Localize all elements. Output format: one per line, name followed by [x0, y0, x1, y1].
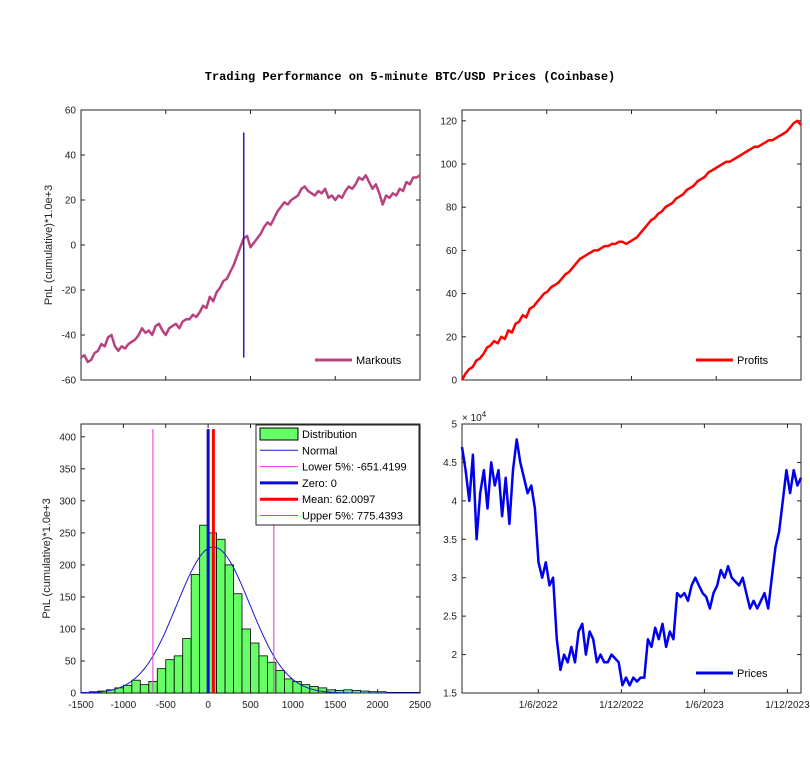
axes-box: [461, 109, 802, 381]
y-tick-label: 300: [59, 496, 76, 507]
histogram-bar: [165, 659, 175, 694]
y-tick-label: 80: [446, 203, 458, 214]
y-tick-label: 3: [451, 573, 457, 584]
y-tick-label: 4: [451, 496, 457, 507]
y-tick-label: 40: [446, 289, 458, 300]
x-tick-label: 1/6/2023: [685, 700, 724, 711]
x-tick-label: 1500: [324, 700, 347, 711]
histogram-bar: [233, 593, 243, 694]
histogram-bar: [139, 684, 150, 694]
axes-box: [461, 423, 802, 694]
y-tick-label: 4.5: [443, 458, 457, 469]
x-tick-label: 1/12/2022: [599, 700, 644, 711]
histogram-bar: [241, 628, 251, 694]
y-tick-label: 60: [446, 246, 458, 257]
y-tick-label: 350: [59, 464, 76, 475]
axis-exponent-power: 4: [482, 410, 487, 419]
axis-exponent-label: × 104: [462, 410, 487, 424]
y-tick-label: 100: [440, 160, 457, 171]
profits-line: [460, 119, 802, 381]
y-tick-label: 2.5: [443, 612, 457, 623]
histogram-bar: [292, 681, 302, 694]
y-axis-label: PnL (cumulative)*1.0e+3: [43, 185, 55, 305]
y-tick-label: 5: [451, 420, 457, 431]
y-axis-label: PnL (cumulative)*1.0e+3: [41, 498, 53, 618]
y-tick-label: 0: [451, 376, 457, 387]
figure-title: Trading Performance on 5-minute BTC/USD …: [204, 70, 616, 84]
prices-line: [460, 438, 803, 687]
y-tick-label: -60: [62, 376, 77, 387]
y-tick-label: 20: [446, 332, 458, 343]
legend-label: Markouts: [356, 355, 402, 367]
y-tick-label: 250: [59, 528, 76, 539]
x-tick-label: 1/12/2023: [765, 700, 810, 711]
y-tick-label: 40: [65, 151, 77, 162]
y-tick-label: -20: [62, 286, 77, 297]
histogram-bar: [190, 574, 201, 694]
y-tick-label: 1.5: [443, 689, 457, 700]
y-tick-label: 50: [65, 656, 77, 667]
histogram-bar: [156, 668, 167, 694]
legend-swatch: [259, 427, 299, 441]
x-tick-label: 1000: [282, 700, 305, 711]
x-tick-label: 500: [242, 700, 259, 711]
legend-box: [255, 424, 420, 526]
histogram-bar: [224, 564, 234, 694]
normal-curve: [81, 546, 420, 694]
x-tick-label: -1500: [68, 700, 94, 711]
legend-label: Zero: 0: [302, 478, 337, 490]
x-tick-label: -1000: [111, 700, 137, 711]
y-tick-label: 120: [440, 116, 457, 127]
legend-label: Distribution: [302, 429, 357, 441]
legend-label: Upper 5%: 775.4393: [302, 511, 403, 523]
legend-label: Lower 5%: -651.4199: [302, 462, 407, 474]
histogram-bar: [283, 678, 294, 694]
histogram-bar: [131, 679, 141, 694]
legend-label: Normal: [302, 445, 337, 457]
y-tick-label: 0: [70, 241, 76, 252]
x-tick-label: 2500: [409, 700, 432, 711]
histogram-bar: [275, 670, 285, 694]
y-tick-label: 2: [451, 650, 457, 661]
histogram-bar: [267, 661, 277, 694]
y-tick-label: 150: [59, 592, 76, 603]
histogram-bar: [182, 638, 192, 694]
legend-label: Profits: [737, 355, 769, 367]
y-tick-label: 3.5: [443, 535, 457, 546]
y-tick-label: 200: [59, 560, 76, 571]
y-tick-label: -40: [62, 331, 77, 342]
x-tick-label: 2000: [367, 700, 390, 711]
histogram-bar: [258, 655, 268, 694]
histogram-bar: [173, 655, 184, 694]
legend-label: Mean: 62.0097: [302, 494, 375, 506]
x-tick-label: 1/6/2022: [519, 700, 558, 711]
y-tick-label: 20: [65, 196, 77, 207]
histogram-bar: [216, 538, 226, 694]
markouts-line: [80, 174, 421, 364]
histogram-bar: [122, 684, 133, 694]
y-tick-label: 100: [59, 624, 76, 635]
y-tick-label: 0: [70, 689, 76, 700]
histogram-bar: [250, 642, 260, 694]
x-tick-label: -500: [156, 700, 176, 711]
y-tick-label: 400: [59, 432, 76, 443]
y-tick-label: 60: [65, 106, 77, 117]
x-tick-label: 0: [205, 700, 211, 711]
legend-label: Prices: [737, 668, 768, 680]
